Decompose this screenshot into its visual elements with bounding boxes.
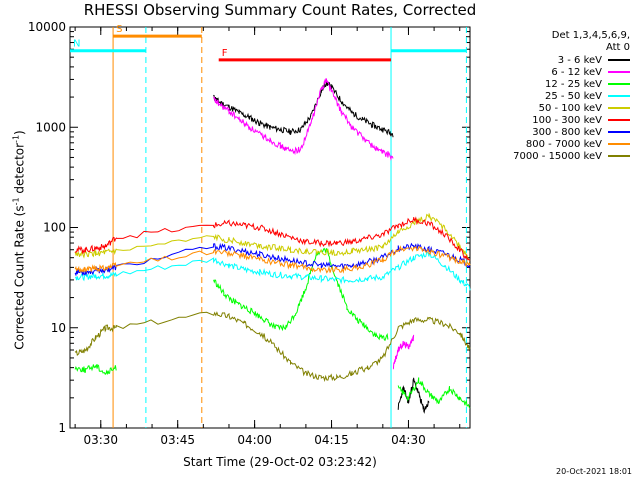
- x-tick-label: 03:30: [83, 433, 118, 447]
- y-tick-label: 10: [51, 321, 66, 335]
- legend-entry: 12 - 25 keV: [478, 78, 630, 90]
- legend-entry: 50 - 100 keV: [478, 102, 630, 114]
- x-axis-label: Start Time (29-Oct-02 03:23:42): [183, 455, 377, 469]
- legend-swatch: [608, 119, 630, 121]
- legend-label: 7000 - 15000 keV: [513, 150, 602, 162]
- legend-swatch: [608, 131, 630, 133]
- series-300-800-kev-line: [74, 242, 471, 277]
- legend-swatch: [608, 83, 630, 85]
- legend-entry: 100 - 300 keV: [478, 114, 630, 126]
- x-tick-label: 03:45: [160, 433, 195, 447]
- legend-entry: 800 - 7000 keV: [478, 138, 630, 150]
- x-tick-label: 04:00: [237, 433, 272, 447]
- y-tick-label: 1000: [35, 120, 66, 134]
- legend-swatch: [608, 59, 630, 61]
- flag-label-0: S: [116, 24, 122, 35]
- legend-entry: 7000 - 15000 keV: [478, 150, 630, 162]
- series-7000-15000-kev-line: [74, 311, 471, 383]
- series-12-25-kev-line-2: [213, 247, 389, 342]
- legend-swatch: [608, 143, 630, 145]
- x-tick-label: 04:30: [391, 433, 426, 447]
- series-25-50-kev-line: [74, 251, 471, 291]
- series-12-25-kev-line-3: [397, 377, 471, 409]
- generation-timestamp: 20-Oct-2021 18:01: [556, 467, 632, 476]
- legend-label: 300 - 800 keV: [532, 126, 602, 138]
- legend-label: 50 - 100 keV: [538, 102, 602, 114]
- flag-label-1: N: [73, 39, 80, 50]
- series-3-6-kev-line-2: [397, 377, 430, 414]
- legend-label: 100 - 300 keV: [532, 114, 602, 126]
- y-tick-label: 100: [43, 221, 66, 235]
- y-tick-label: 1: [58, 421, 66, 435]
- legend-label: 12 - 25 keV: [544, 78, 602, 90]
- legend-label: 25 - 50 keV: [544, 90, 602, 102]
- legend-label: 3 - 6 keV: [557, 54, 602, 66]
- legend-label: 800 - 7000 keV: [525, 138, 602, 150]
- legend-entry: 25 - 50 keV: [478, 90, 630, 102]
- legend-entry: 300 - 800 keV: [478, 126, 630, 138]
- legend-swatch: [608, 155, 630, 157]
- series-6-12-kev-line: [213, 78, 394, 161]
- series-6-12-kev-line-2: [392, 334, 415, 370]
- series-12-25-kev-line: [74, 363, 117, 376]
- legend-label: 6 - 12 keV: [551, 66, 602, 78]
- legend-swatch: [608, 107, 630, 109]
- legend-header-detectors: Det 1,3,4,5,6,9,: [551, 30, 630, 41]
- legend-header-attenuator: Att 0: [605, 42, 630, 53]
- series-100-300-kev-line: [74, 216, 471, 262]
- y-tick-label: 10000: [28, 20, 66, 34]
- series-800-7000-kev-line: [74, 245, 471, 274]
- legend: Det 1,3,4,5,6,9, Att 0 3 - 6 keV 6 - 12 k…: [478, 30, 630, 162]
- series-50-100-kev-line: [74, 213, 471, 261]
- x-tick-label: 04:15: [314, 433, 349, 447]
- legend-entry: 6 - 12 keV: [478, 66, 630, 78]
- series-3-6-kev-line: [213, 79, 394, 138]
- y-axis-label: Corrected Count Rate (s-1 detector-1): [11, 130, 27, 350]
- flag-label-2: F: [222, 48, 228, 59]
- legend-entry: 3 - 6 keV: [478, 54, 630, 66]
- legend-swatch: [608, 71, 630, 73]
- chart-title: RHESSI Observing Summary Count Rates, Co…: [83, 1, 477, 19]
- legend-swatch: [608, 95, 630, 97]
